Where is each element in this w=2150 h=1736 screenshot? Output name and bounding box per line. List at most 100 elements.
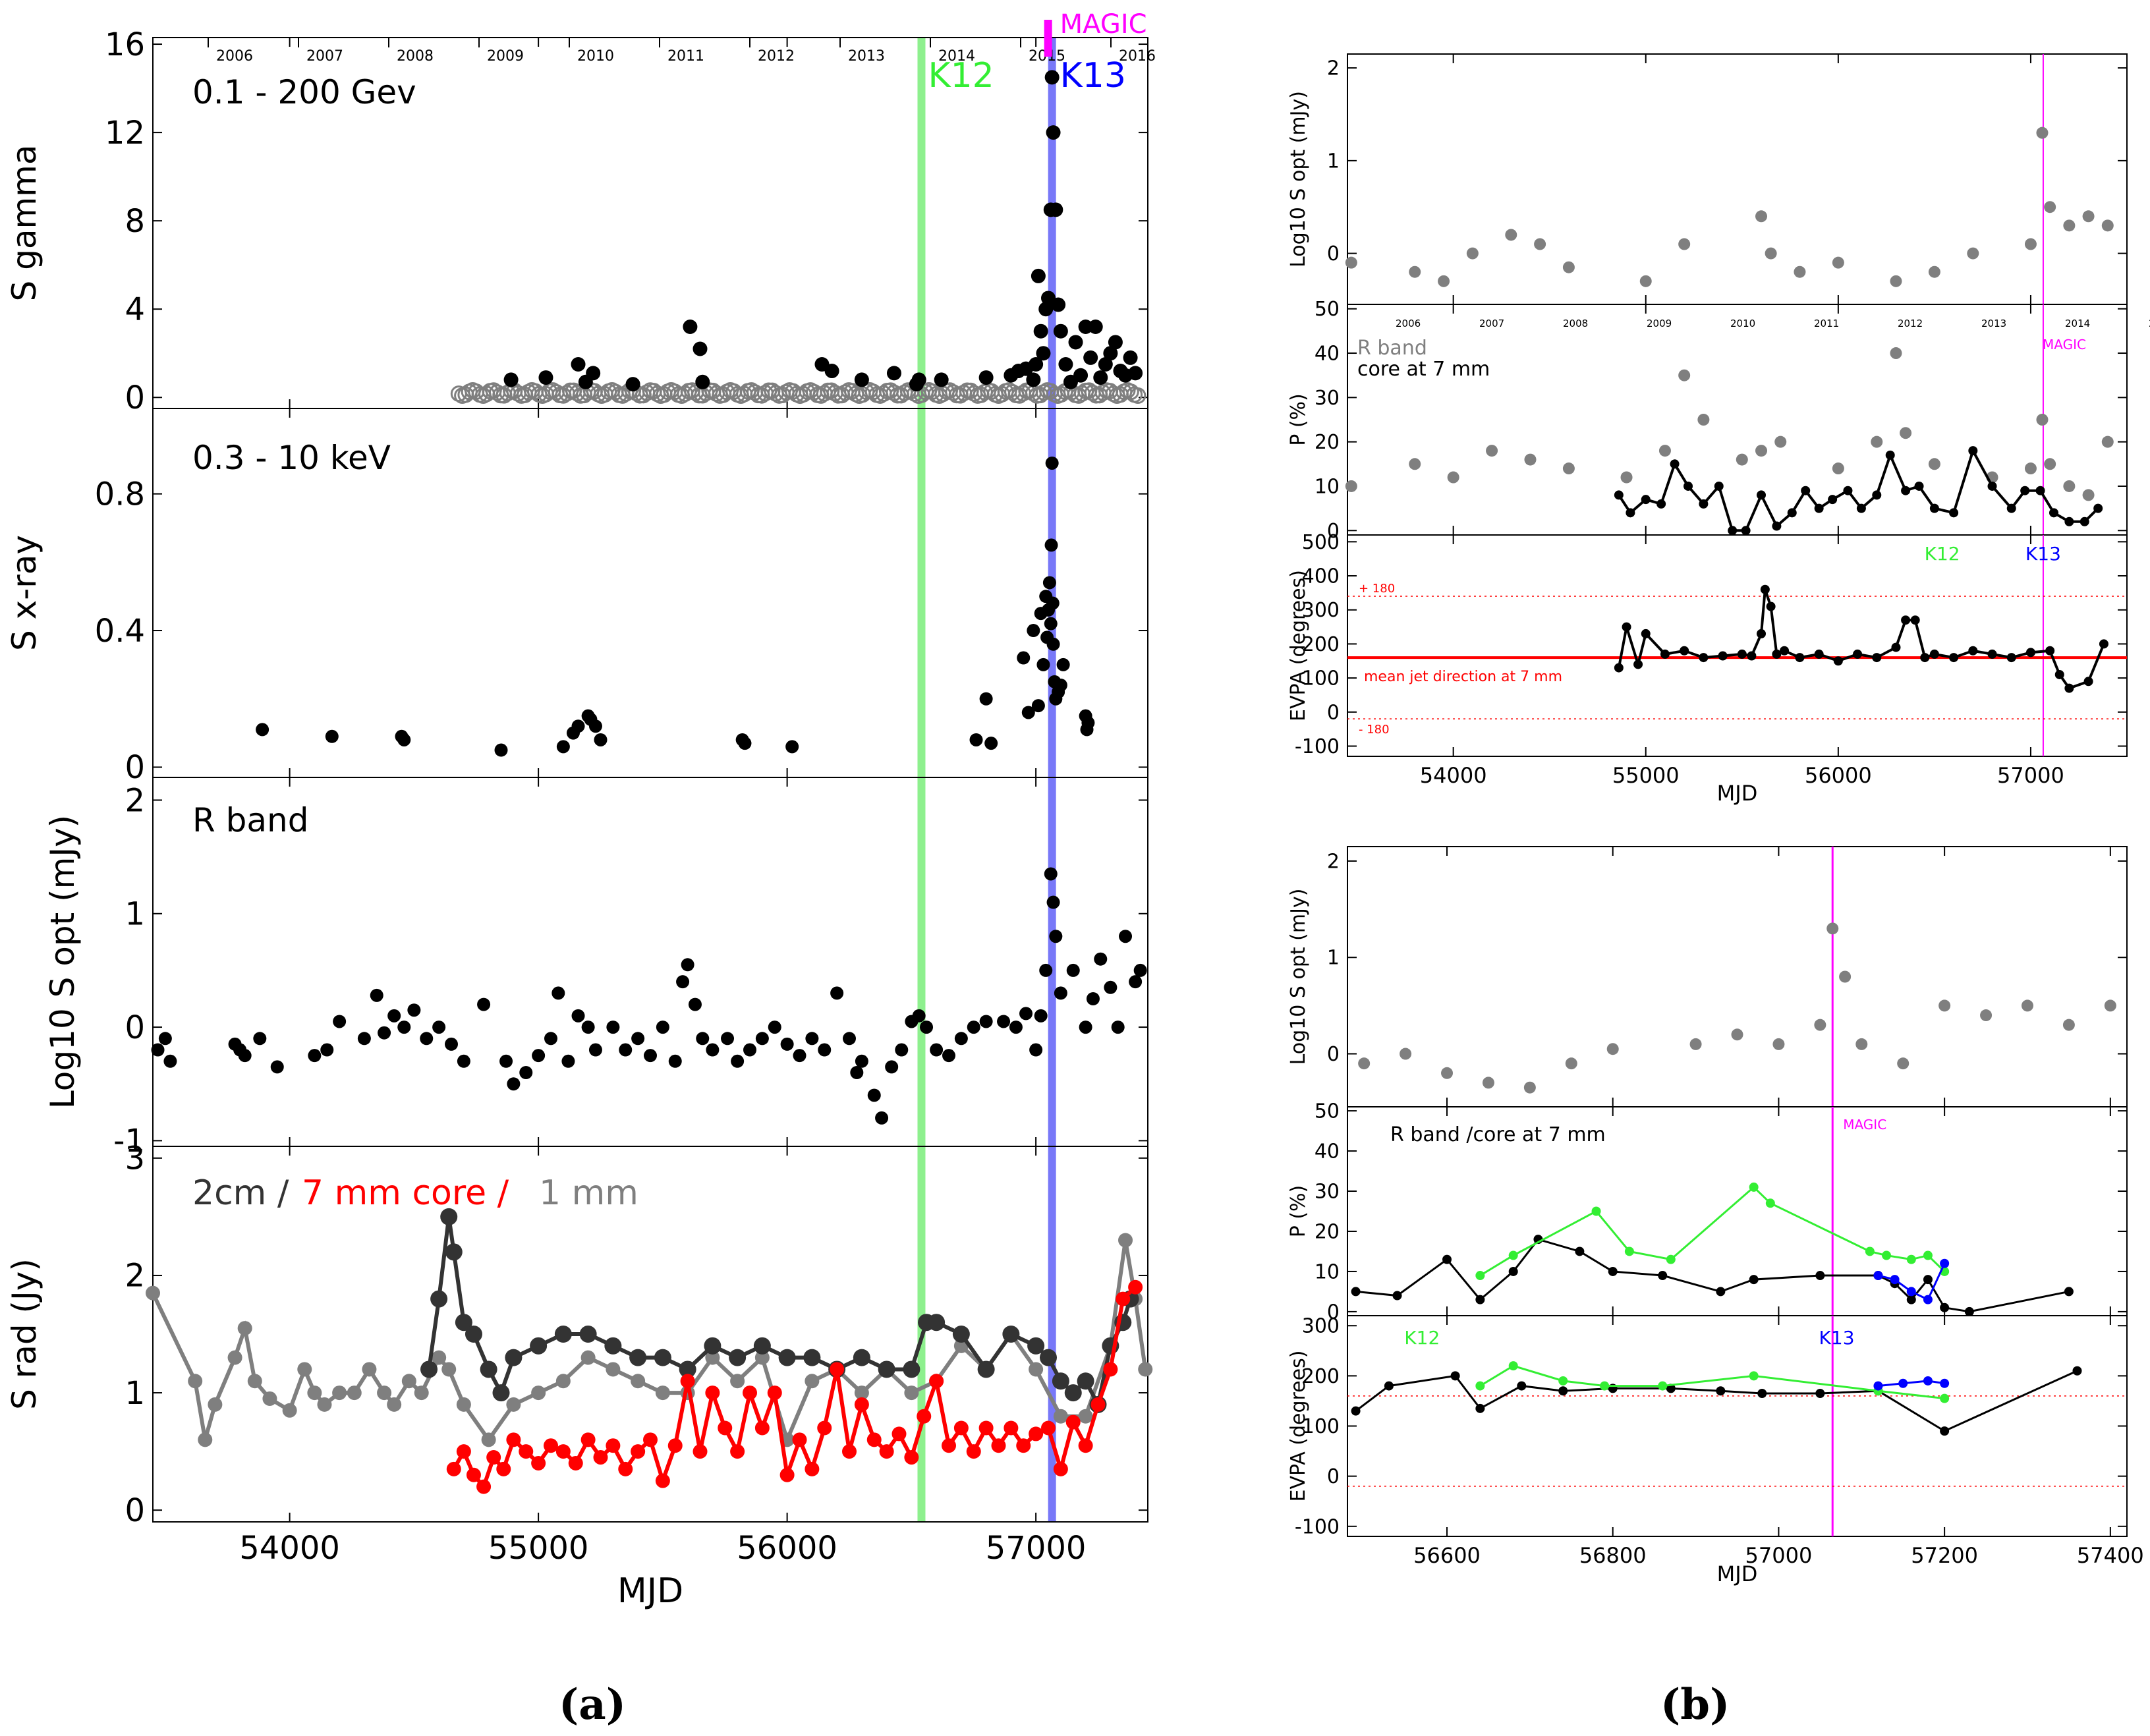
opt-point xyxy=(253,1032,267,1046)
gamma-point xyxy=(1031,268,1046,283)
bt-pol-core-point xyxy=(1626,508,1635,518)
rad-point-1 xyxy=(496,1461,511,1476)
rad-point-1 xyxy=(718,1420,733,1436)
bb-opt-point xyxy=(1897,1057,1910,1070)
bt-evpa-point xyxy=(1949,653,1959,663)
rad-point-1 xyxy=(767,1386,782,1401)
rad-point-0 xyxy=(604,1337,622,1355)
rad-point-0 xyxy=(704,1337,721,1355)
rad-point-2 xyxy=(441,1362,457,1377)
bt-evpa-point xyxy=(1737,649,1747,659)
panel-bt-pol-ytick-label: 10 xyxy=(1315,475,1340,498)
rad-point-1 xyxy=(667,1438,683,1453)
xray-point xyxy=(256,723,269,737)
bb-opt-point xyxy=(1689,1038,1702,1050)
year-label: 2016 xyxy=(1119,48,1156,65)
bb-pol-black-point xyxy=(1442,1254,1452,1264)
gamma-point xyxy=(571,356,586,372)
rad-point-2 xyxy=(631,1374,646,1389)
rad-point-2 xyxy=(580,1350,596,1365)
bt-pol-r-point xyxy=(1562,462,1575,475)
rad-point-0 xyxy=(465,1326,482,1343)
gamma-point xyxy=(695,374,710,389)
opt-point xyxy=(912,1009,926,1022)
opt-point xyxy=(850,1066,864,1079)
rad-point-2 xyxy=(401,1374,416,1389)
rad-point-0 xyxy=(679,1360,696,1378)
panel-bb-pol-ytick-label: 50 xyxy=(1315,1100,1340,1123)
opt-point xyxy=(581,1021,595,1034)
gamma-point xyxy=(1103,346,1118,361)
rad-point-0 xyxy=(654,1349,671,1366)
panel-bb-evpa-xtick-label: 57400 xyxy=(2077,1543,2144,1568)
bb-opt-point xyxy=(2104,999,2116,1012)
rad-point-2 xyxy=(208,1397,223,1412)
bt-evpa-point xyxy=(1920,653,1930,663)
bt-pol-r-point xyxy=(1409,458,1421,470)
bt-pol-r-point xyxy=(1697,414,1710,426)
panel-a-xray-ytick-label: 0 xyxy=(125,749,145,786)
bt-legend-core: core at 7 mm xyxy=(1357,358,1490,381)
year-label: 2012 xyxy=(758,48,795,65)
rad-point-2 xyxy=(414,1386,429,1401)
opt-point xyxy=(867,1088,881,1102)
year-label: 2008 xyxy=(397,48,434,65)
bt-evpa-point xyxy=(1747,651,1757,661)
panel-bb-pol-ytick-label: 0 xyxy=(1327,1301,1340,1324)
gamma-point xyxy=(1073,368,1089,383)
bt-evpa-point xyxy=(1968,646,1978,656)
opt-point xyxy=(420,1032,434,1046)
bb-pol-black-point xyxy=(1392,1291,1402,1301)
opt-point xyxy=(477,997,491,1011)
rad-point-2 xyxy=(432,1350,447,1365)
xray-point xyxy=(588,719,602,733)
k13-label: K13 xyxy=(1060,56,1126,96)
bt-pol-core-point xyxy=(2035,486,2045,495)
panel-a-rad-ytick-label: 1 xyxy=(125,1375,145,1412)
rad-point-1 xyxy=(580,1432,596,1447)
bt-evpa-line xyxy=(1617,589,2105,690)
opt-point xyxy=(333,1015,347,1028)
bb-opt-point xyxy=(1855,1038,1868,1050)
bb-pol-black-point xyxy=(1608,1266,1618,1276)
panel-bt-xlabel: MJD xyxy=(1717,781,1758,806)
panel-a-opt-ytick-label: 1 xyxy=(125,896,145,933)
bb-pol-black-point xyxy=(1940,1302,1950,1312)
bt-evpa-point xyxy=(1633,659,1643,669)
bb-pol-black-point xyxy=(1575,1246,1585,1256)
gamma-point xyxy=(1038,302,1054,317)
rad-point-1 xyxy=(743,1386,757,1401)
rad-point-2 xyxy=(555,1374,571,1389)
bt-pol-r-point xyxy=(2024,462,2037,475)
bb-pol-blue-point xyxy=(1906,1287,1916,1297)
year-label: 2014 xyxy=(938,48,975,65)
opt-point xyxy=(855,1054,868,1068)
bt-pol-core-point xyxy=(1757,490,1767,500)
panel-a-rad-ytick-label: 0 xyxy=(125,1492,145,1529)
panel-bt-evpa-ytick-label: 200 xyxy=(1302,633,1340,656)
panel-a-rad-xtick-label: 55000 xyxy=(488,1530,589,1567)
panel-bb-evpa-ytick-label: 100 xyxy=(1302,1415,1340,1438)
bt-evpa-point xyxy=(1891,642,1901,652)
rad-point-2 xyxy=(317,1397,332,1412)
panel-bb-opt-ytick-label: 1 xyxy=(1327,947,1340,970)
rad-point-2 xyxy=(1138,1362,1153,1377)
year-label: 2009 xyxy=(487,48,524,65)
xray-point xyxy=(1045,456,1059,470)
xray-point xyxy=(1042,576,1056,590)
xray-point xyxy=(1036,658,1050,671)
rad-point-1 xyxy=(792,1432,807,1447)
bb-opt-point xyxy=(1441,1067,1454,1079)
panel-bt-year-label: 2015 xyxy=(2149,318,2150,329)
bt-evpa-point xyxy=(1795,653,1805,663)
gamma-point xyxy=(1068,335,1083,350)
opt-point xyxy=(676,975,690,989)
rad-point-0 xyxy=(952,1326,970,1343)
panel-bb-pol-ytick-label: 20 xyxy=(1315,1220,1340,1243)
panel-bt-evpa-xtick-label: 57000 xyxy=(1997,763,2064,788)
bt-evpa-minus180: - 180 xyxy=(1359,723,1390,737)
rad-point-0 xyxy=(878,1360,895,1378)
bt-pol-core-point xyxy=(1614,490,1624,500)
rad-line-1 xyxy=(452,1285,1137,1491)
